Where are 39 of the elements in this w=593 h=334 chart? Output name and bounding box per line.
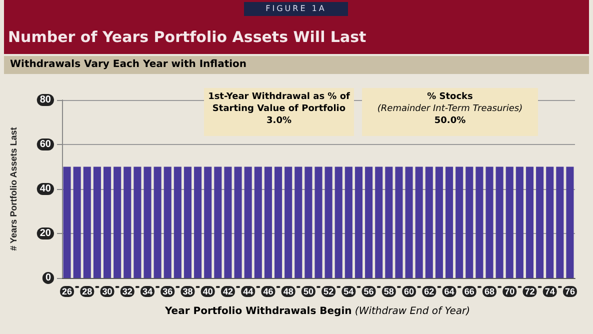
- x-tick-label: 66: [464, 286, 474, 296]
- x-tick-label: 50: [303, 286, 314, 296]
- x-tick-label: 70: [504, 286, 515, 296]
- x-tick-label: 56: [364, 286, 374, 296]
- x-tick-label: 54: [344, 286, 354, 296]
- x-tick-label: 26: [62, 286, 72, 296]
- x-tick-label: 64: [444, 286, 454, 296]
- x-tick-label: 44: [243, 286, 254, 296]
- x-tick-label: 76: [564, 286, 575, 296]
- x-tick-label: 40: [202, 286, 213, 296]
- x-tick-label: 58: [384, 286, 394, 296]
- x-tick-label: 28: [82, 286, 92, 296]
- note-panel: % Stocks (Remainder Int-Term Treasuries) 50.0%: [362, 88, 538, 136]
- x-tick-label: 32: [122, 286, 132, 296]
- x-tick-label: 38: [182, 286, 193, 296]
- chart-subtitle: Withdrawals Vary Each Year with Inflation: [4, 56, 589, 74]
- caption: FIGURE 1A: [244, 2, 348, 16]
- y-tick-label: 20: [40, 228, 52, 239]
- y-tick-label: 40: [40, 184, 52, 194]
- x-tick-label: 42: [222, 286, 233, 296]
- y-axis-title: # Years Portfolio Assets Last: [8, 127, 18, 251]
- x-tick-label: 48: [283, 286, 294, 296]
- y-tick-label: 80: [40, 94, 52, 106]
- x-tick-label: 60: [404, 286, 414, 296]
- x-tick-label: 36: [162, 286, 173, 296]
- x-tick-label: 72: [524, 286, 535, 296]
- x-tick-label: 46: [263, 286, 274, 296]
- chart-title: Number of Years Portfolio Assets Will Last: [8, 28, 366, 46]
- note-panel: 1st-Year Withdrawal as % of Starting Value of Portfolio 3.0%: [204, 88, 354, 136]
- x-tick-label: 34: [142, 286, 153, 296]
- annotation: % Stocks (Remainder Int-Term Treasuries) 50.0%: [377, 92, 523, 126]
- x-tick-label: 30: [102, 286, 112, 296]
- y-tick-label: 0: [45, 272, 52, 284]
- y-tick-label: 60: [40, 139, 52, 150]
- x-axis-title: Year Portfolio Withdrawals Begin (Withdraw End of Year): [164, 306, 472, 317]
- x-tick-label: 74: [544, 286, 555, 296]
- x-tick-label: 52: [324, 286, 334, 296]
- x-tick-label: 68: [484, 286, 495, 296]
- x-tick-label: 62: [424, 286, 434, 296]
